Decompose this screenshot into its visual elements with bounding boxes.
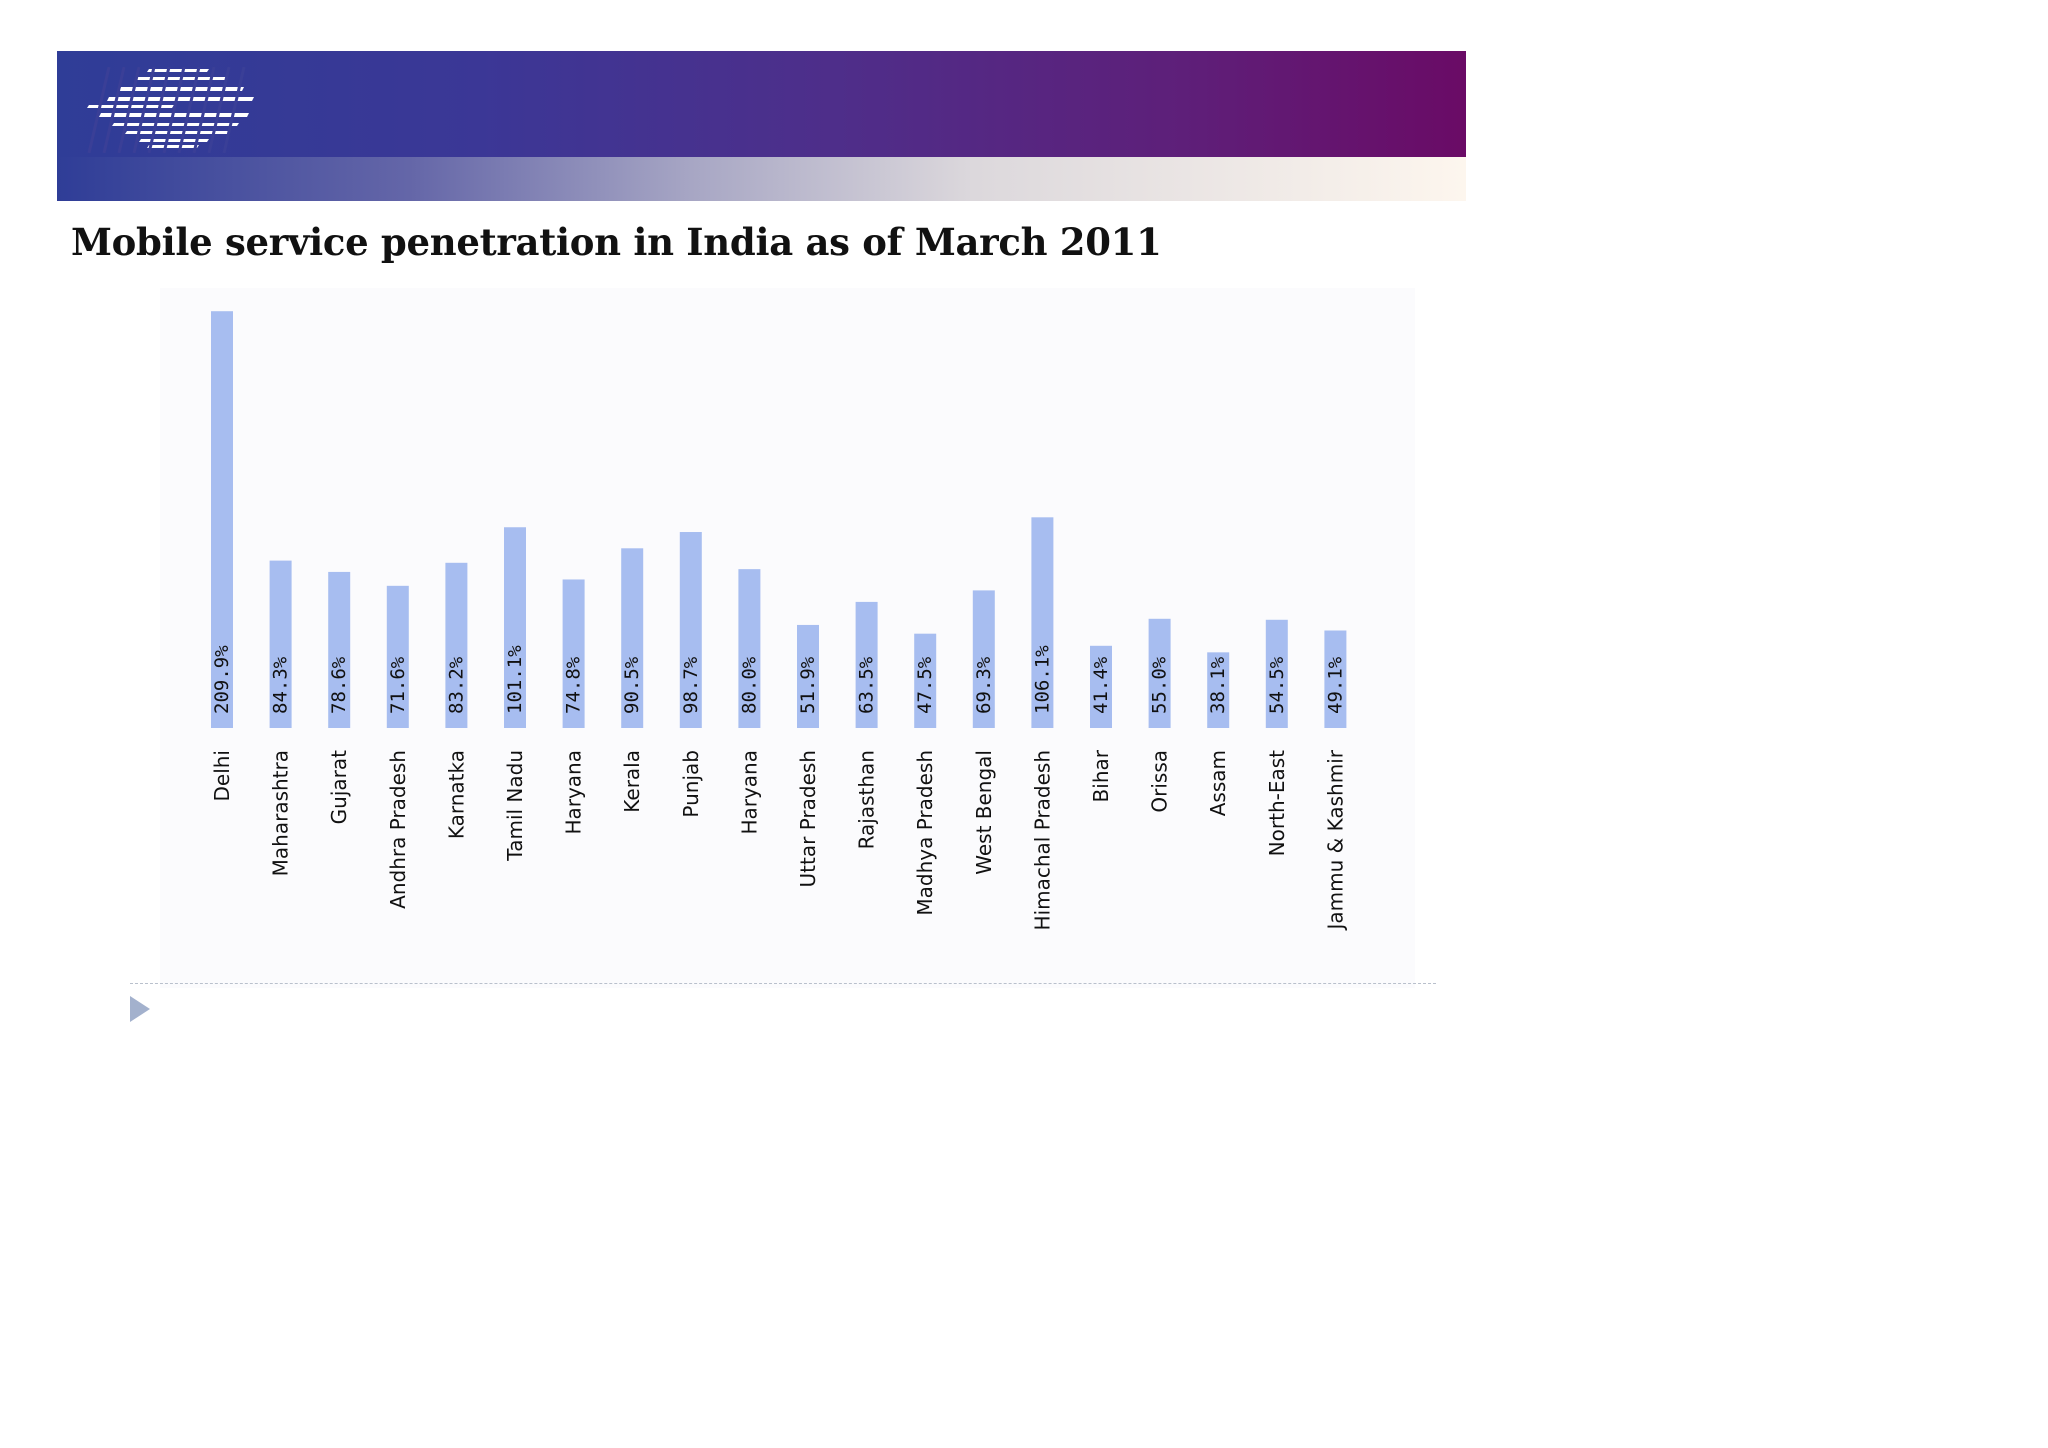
- bar-haryana-9: [738, 569, 761, 728]
- striped-logo-icon: [87, 67, 254, 153]
- value-label-punjab-8: 98.7%: [680, 656, 702, 714]
- value-label-north-east-18: 54.5%: [1266, 656, 1288, 714]
- bar-maharashtra-1: [269, 560, 292, 728]
- value-label-uttar-pradesh-10: 51.9%: [797, 656, 819, 714]
- category-label-rajasthan-11: Rajasthan: [855, 750, 879, 849]
- bar-himachal-pradesh-14: [1031, 517, 1054, 728]
- value-label-bihar-15: 41.4%: [1090, 656, 1112, 714]
- value-label-madhya-pradesh-12: 47.5%: [914, 656, 936, 714]
- category-label-madhya-pradesh-12: Madhya Pradesh: [913, 750, 937, 916]
- bar-bihar-15: [1090, 645, 1112, 728]
- bar-tamil-nadu-5: [504, 527, 526, 728]
- header-banner: [57, 51, 1466, 201]
- category-label-haryana-6: Haryana: [562, 750, 586, 835]
- category-label-maharashtra-1: Maharashtra: [269, 750, 293, 876]
- category-label-north-east-18: North-East: [1265, 750, 1289, 856]
- value-label-kerala-7: 90.5%: [621, 656, 643, 714]
- category-label-tamil-nadu-5: Tamil Nadu: [503, 750, 527, 862]
- bar-karnatka-4: [445, 562, 468, 728]
- category-label-delhi-0: Delhi: [210, 750, 234, 802]
- value-label-andhra-pradesh-3: 71.6%: [387, 656, 409, 714]
- bar-chart: 209.9% Delhi 84.3% Maharashtra 78.6% Gujarat 7…: [150, 285, 1450, 988]
- category-label-uttar-pradesh-10: Uttar Pradesh: [796, 750, 820, 887]
- value-label-maharashtra-1: 84.3%: [270, 656, 292, 714]
- value-label-rajasthan-11: 63.5%: [856, 656, 878, 714]
- category-label-jammu-and-kashmir-19: Jammu & Kashmir: [1323, 749, 1347, 931]
- value-label-karnatka-4: 83.2%: [445, 656, 467, 714]
- value-label-orissa-16: 55.0%: [1149, 656, 1171, 714]
- bar-orissa-16: [1148, 618, 1171, 728]
- value-label-assam-17: 38.1%: [1207, 656, 1229, 714]
- bar-madhya-pradesh-12: [914, 633, 937, 728]
- value-label-delhi-0: 209.9%: [211, 645, 233, 714]
- value-label-gujarat-2: 78.6%: [328, 656, 350, 714]
- bar-north-east-18: [1265, 619, 1288, 728]
- bar-kerala-7: [621, 548, 644, 728]
- bar-rajasthan-11: [855, 601, 878, 728]
- bar-haryana-6: [562, 579, 585, 728]
- bar-uttar-pradesh-10: [797, 624, 819, 728]
- triangle-bullet-icon: [130, 996, 150, 1022]
- banner-gradient-band: [57, 157, 1466, 201]
- bar-west-bengal-13: [972, 590, 995, 728]
- bar-assam-17: [1207, 652, 1230, 728]
- category-label-karnatka-4: Karnatka: [444, 750, 468, 839]
- slide-title: Mobile service penetration in India as o…: [71, 220, 1162, 264]
- banner-top-band: [57, 51, 1466, 157]
- category-label-haryana-9: Haryana: [737, 750, 761, 835]
- chart-background: [160, 288, 1415, 988]
- category-label-assam-17: Assam: [1206, 750, 1230, 816]
- footer-divider: [130, 983, 1436, 984]
- category-label-kerala-7: Kerala: [620, 750, 644, 813]
- category-label-punjab-8: Punjab: [679, 750, 703, 818]
- bar-jammu-and-kashmir-19: [1324, 630, 1347, 728]
- value-label-tamil-nadu-5: 101.1%: [504, 645, 526, 714]
- category-label-orissa-16: Orissa: [1148, 750, 1172, 813]
- category-label-gujarat-2: Gujarat: [327, 750, 351, 824]
- bar-andhra-pradesh-3: [386, 585, 409, 728]
- bar-punjab-8: [679, 532, 702, 728]
- value-label-haryana-6: 74.8%: [563, 656, 585, 714]
- value-label-himachal-pradesh-14: 106.1%: [1031, 645, 1053, 714]
- category-label-andhra-pradesh-3: Andhra Pradesh: [386, 750, 410, 909]
- bar-delhi-0: [211, 311, 233, 728]
- value-label-haryana-9: 80.0%: [738, 656, 760, 714]
- chart-svg: 209.9% Delhi 84.3% Maharashtra 78.6% Gujarat 7…: [210, 311, 1347, 931]
- category-label-bihar-15: Bihar: [1089, 749, 1113, 802]
- bar-gujarat-2: [328, 571, 351, 728]
- value-label-west-bengal-13: 69.3%: [973, 656, 995, 714]
- category-label-west-bengal-13: West Bengal: [972, 750, 996, 875]
- value-label-jammu-and-kashmir-19: 49.1%: [1324, 656, 1346, 714]
- category-label-himachal-pradesh-14: Himachal Pradesh: [1030, 750, 1054, 930]
